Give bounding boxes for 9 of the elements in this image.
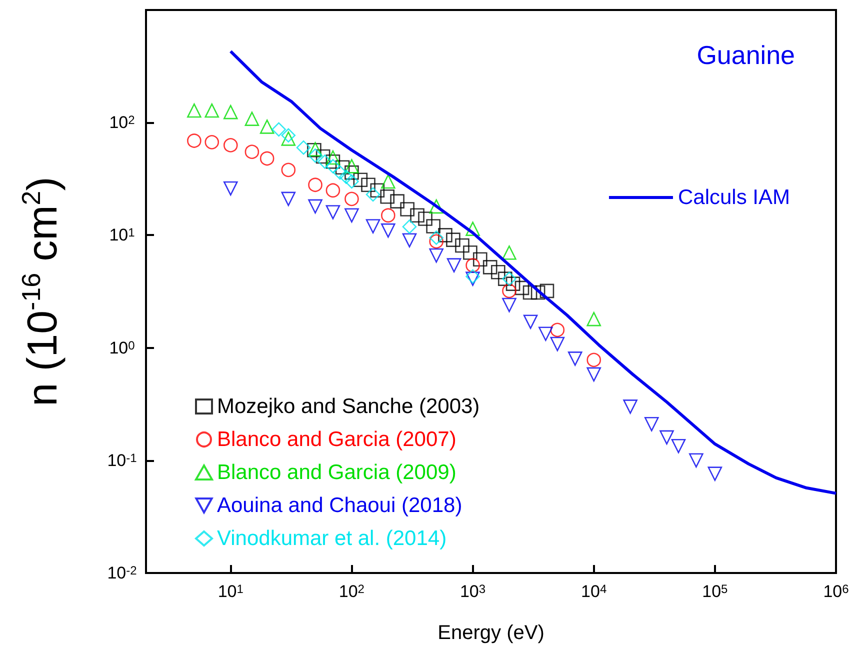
legend-label: Aouina and Chaoui (2018) — [217, 494, 462, 517]
legend-label: Calculs IAM — [678, 186, 790, 209]
legend-label: Blanco and Garcia (2009) — [217, 461, 456, 484]
legend-label: Mozejko and Sanche (2003) — [217, 395, 480, 418]
x-axis-title: Energy (eV) — [438, 622, 544, 644]
legend-label: Vinodkumar et al. (2014) — [217, 527, 447, 550]
legend-label: Blanco and Garcia (2007) — [217, 428, 456, 451]
y-axis-title: n (10-16 cm2) — [16, 176, 66, 406]
annotation: Guanine — [696, 40, 796, 70]
